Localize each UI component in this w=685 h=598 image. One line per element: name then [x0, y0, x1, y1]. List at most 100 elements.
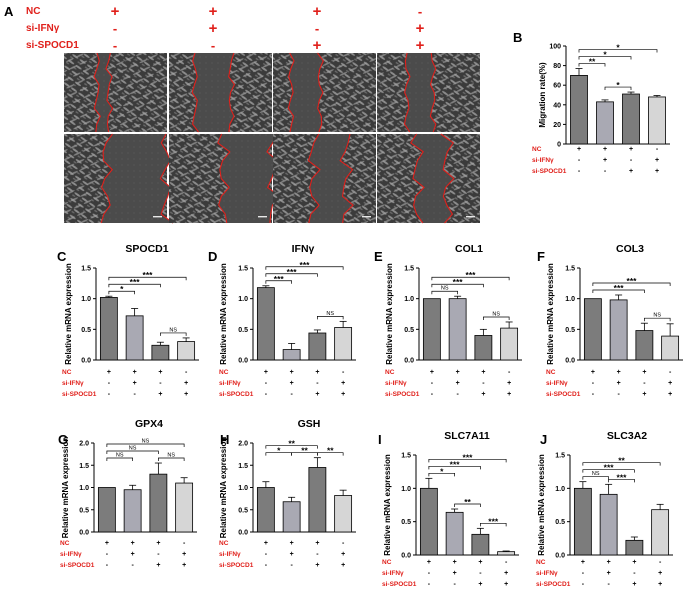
significance-label: ** [301, 446, 308, 456]
condition-sign: + [642, 369, 646, 376]
significance-label: *** [614, 283, 625, 293]
significance-bracket [317, 316, 344, 320]
y-tick-label: 1.5 [401, 453, 411, 460]
y-tick-label: 80 [553, 63, 561, 70]
condition-sign: + [264, 540, 268, 547]
condition-sign: + [507, 380, 511, 387]
condition-sign: + [107, 369, 111, 376]
condition-sign: - [316, 551, 319, 558]
y-tick-label: 1.0 [81, 296, 91, 303]
condition-label: si-SPOCD1 [62, 391, 97, 398]
bar [448, 298, 467, 361]
y-tick-label: 1.0 [401, 486, 411, 493]
y-tick-label: 0.5 [81, 327, 91, 334]
condition-sign: + [607, 559, 611, 566]
condition-sign: + [290, 380, 294, 387]
condition-label: NC [532, 146, 542, 153]
bar [308, 467, 327, 533]
micrograph-tile [273, 52, 376, 133]
condition-sign: + [341, 391, 345, 398]
bar [648, 96, 666, 145]
condition-sign: - [630, 157, 633, 164]
y-tick-label: 60 [553, 83, 561, 90]
panel-a-sign: - [113, 21, 117, 36]
y-tick-label: 40 [553, 102, 561, 109]
y-tick-label: 0.0 [238, 358, 248, 365]
significance-bracket [265, 445, 318, 449]
condition-sign: + [453, 570, 457, 577]
bar [419, 487, 438, 556]
condition-sign: + [264, 369, 268, 376]
condition-sign: - [133, 391, 136, 398]
panel-a-sign: + [209, 20, 218, 37]
significance-bracket [480, 522, 507, 527]
chart-i: I SLC7A11 Relative mRNA expression 0.0 0.5 1.… [378, 430, 519, 588]
condition-label: NC [536, 559, 546, 566]
y-tick-label: 0.0 [404, 358, 414, 365]
significance-label: NS [169, 327, 177, 333]
condition-sign: - [592, 380, 595, 387]
y-tick-label: 1.0 [238, 296, 248, 303]
chart-f: F COL3 Relative mRNA expression 0.0 0.5 1.0 1.… [537, 243, 683, 398]
condition-sign: + [632, 559, 636, 566]
condition-sign: + [184, 391, 188, 398]
bar [99, 297, 118, 361]
y-tick-label: 0.5 [238, 327, 248, 334]
condition-sign: - [643, 380, 646, 387]
significance-label: *** [274, 274, 285, 284]
bar [635, 330, 654, 361]
significance-bracket [265, 273, 318, 277]
condition-sign: + [629, 168, 633, 175]
condition-sign: + [341, 551, 345, 558]
y-axis-label: Relative mRNA expression [219, 263, 228, 365]
wound-healing-micrographs [64, 52, 480, 224]
significance-label: *** [287, 267, 298, 277]
bar [151, 344, 170, 361]
bar [474, 335, 493, 361]
condition-sign: - [108, 380, 111, 387]
y-axis-label: Migration rate(%) [538, 62, 547, 128]
condition-sign: - [106, 562, 109, 569]
y-tick-label: 0.0 [401, 553, 411, 560]
bar [625, 539, 644, 556]
significance-label: NS [653, 313, 661, 319]
significance-bracket [454, 503, 481, 507]
significance-bracket [265, 266, 344, 270]
significance-bracket [604, 86, 632, 91]
significance-bracket [608, 478, 635, 483]
wound-edge-line [266, 133, 281, 224]
significance-label: *** [453, 277, 464, 287]
panel-a-letter: A [4, 4, 14, 19]
significance-label: * [440, 466, 444, 476]
significance-bracket [582, 469, 635, 473]
condition-sign: - [582, 581, 585, 588]
wound-edge-line [440, 133, 455, 224]
significance-label: *** [450, 459, 461, 469]
significance-label: NS [326, 311, 334, 317]
y-axis-label: Relative mRNA expression [383, 454, 392, 556]
scale-bar [153, 216, 162, 218]
condition-sign: - [633, 570, 636, 577]
condition-sign: + [658, 570, 662, 577]
panel-a-condition-header: NC + + + -si-IFNγ - + - +si-SPOCD1- - + + [26, 3, 425, 54]
y-tick-label: 0.0 [81, 358, 91, 365]
panel-letter: D [208, 249, 217, 264]
condition-sign: + [603, 146, 607, 153]
condition-sign: + [290, 369, 294, 376]
significance-label: *** [627, 276, 638, 286]
bar [596, 101, 614, 145]
significance-label: ** [327, 446, 334, 456]
condition-sign: + [668, 380, 672, 387]
significance-label: * [616, 43, 620, 53]
condition-sign: + [481, 369, 485, 376]
y-tick-label: 0.5 [238, 507, 248, 514]
panel-letter: G [58, 432, 68, 447]
condition-sign: - [185, 369, 188, 376]
chart-title: SLC7A11 [444, 430, 490, 442]
condition-sign: + [453, 559, 457, 566]
significance-bracket [578, 63, 606, 67]
significance-label: * [277, 446, 281, 456]
chart-g: G GPX4 Relative mRNA expression 0.0 0.5 1.0 1.… [58, 418, 197, 569]
condition-sign: + [642, 391, 646, 398]
wound-edge-line [100, 133, 113, 224]
